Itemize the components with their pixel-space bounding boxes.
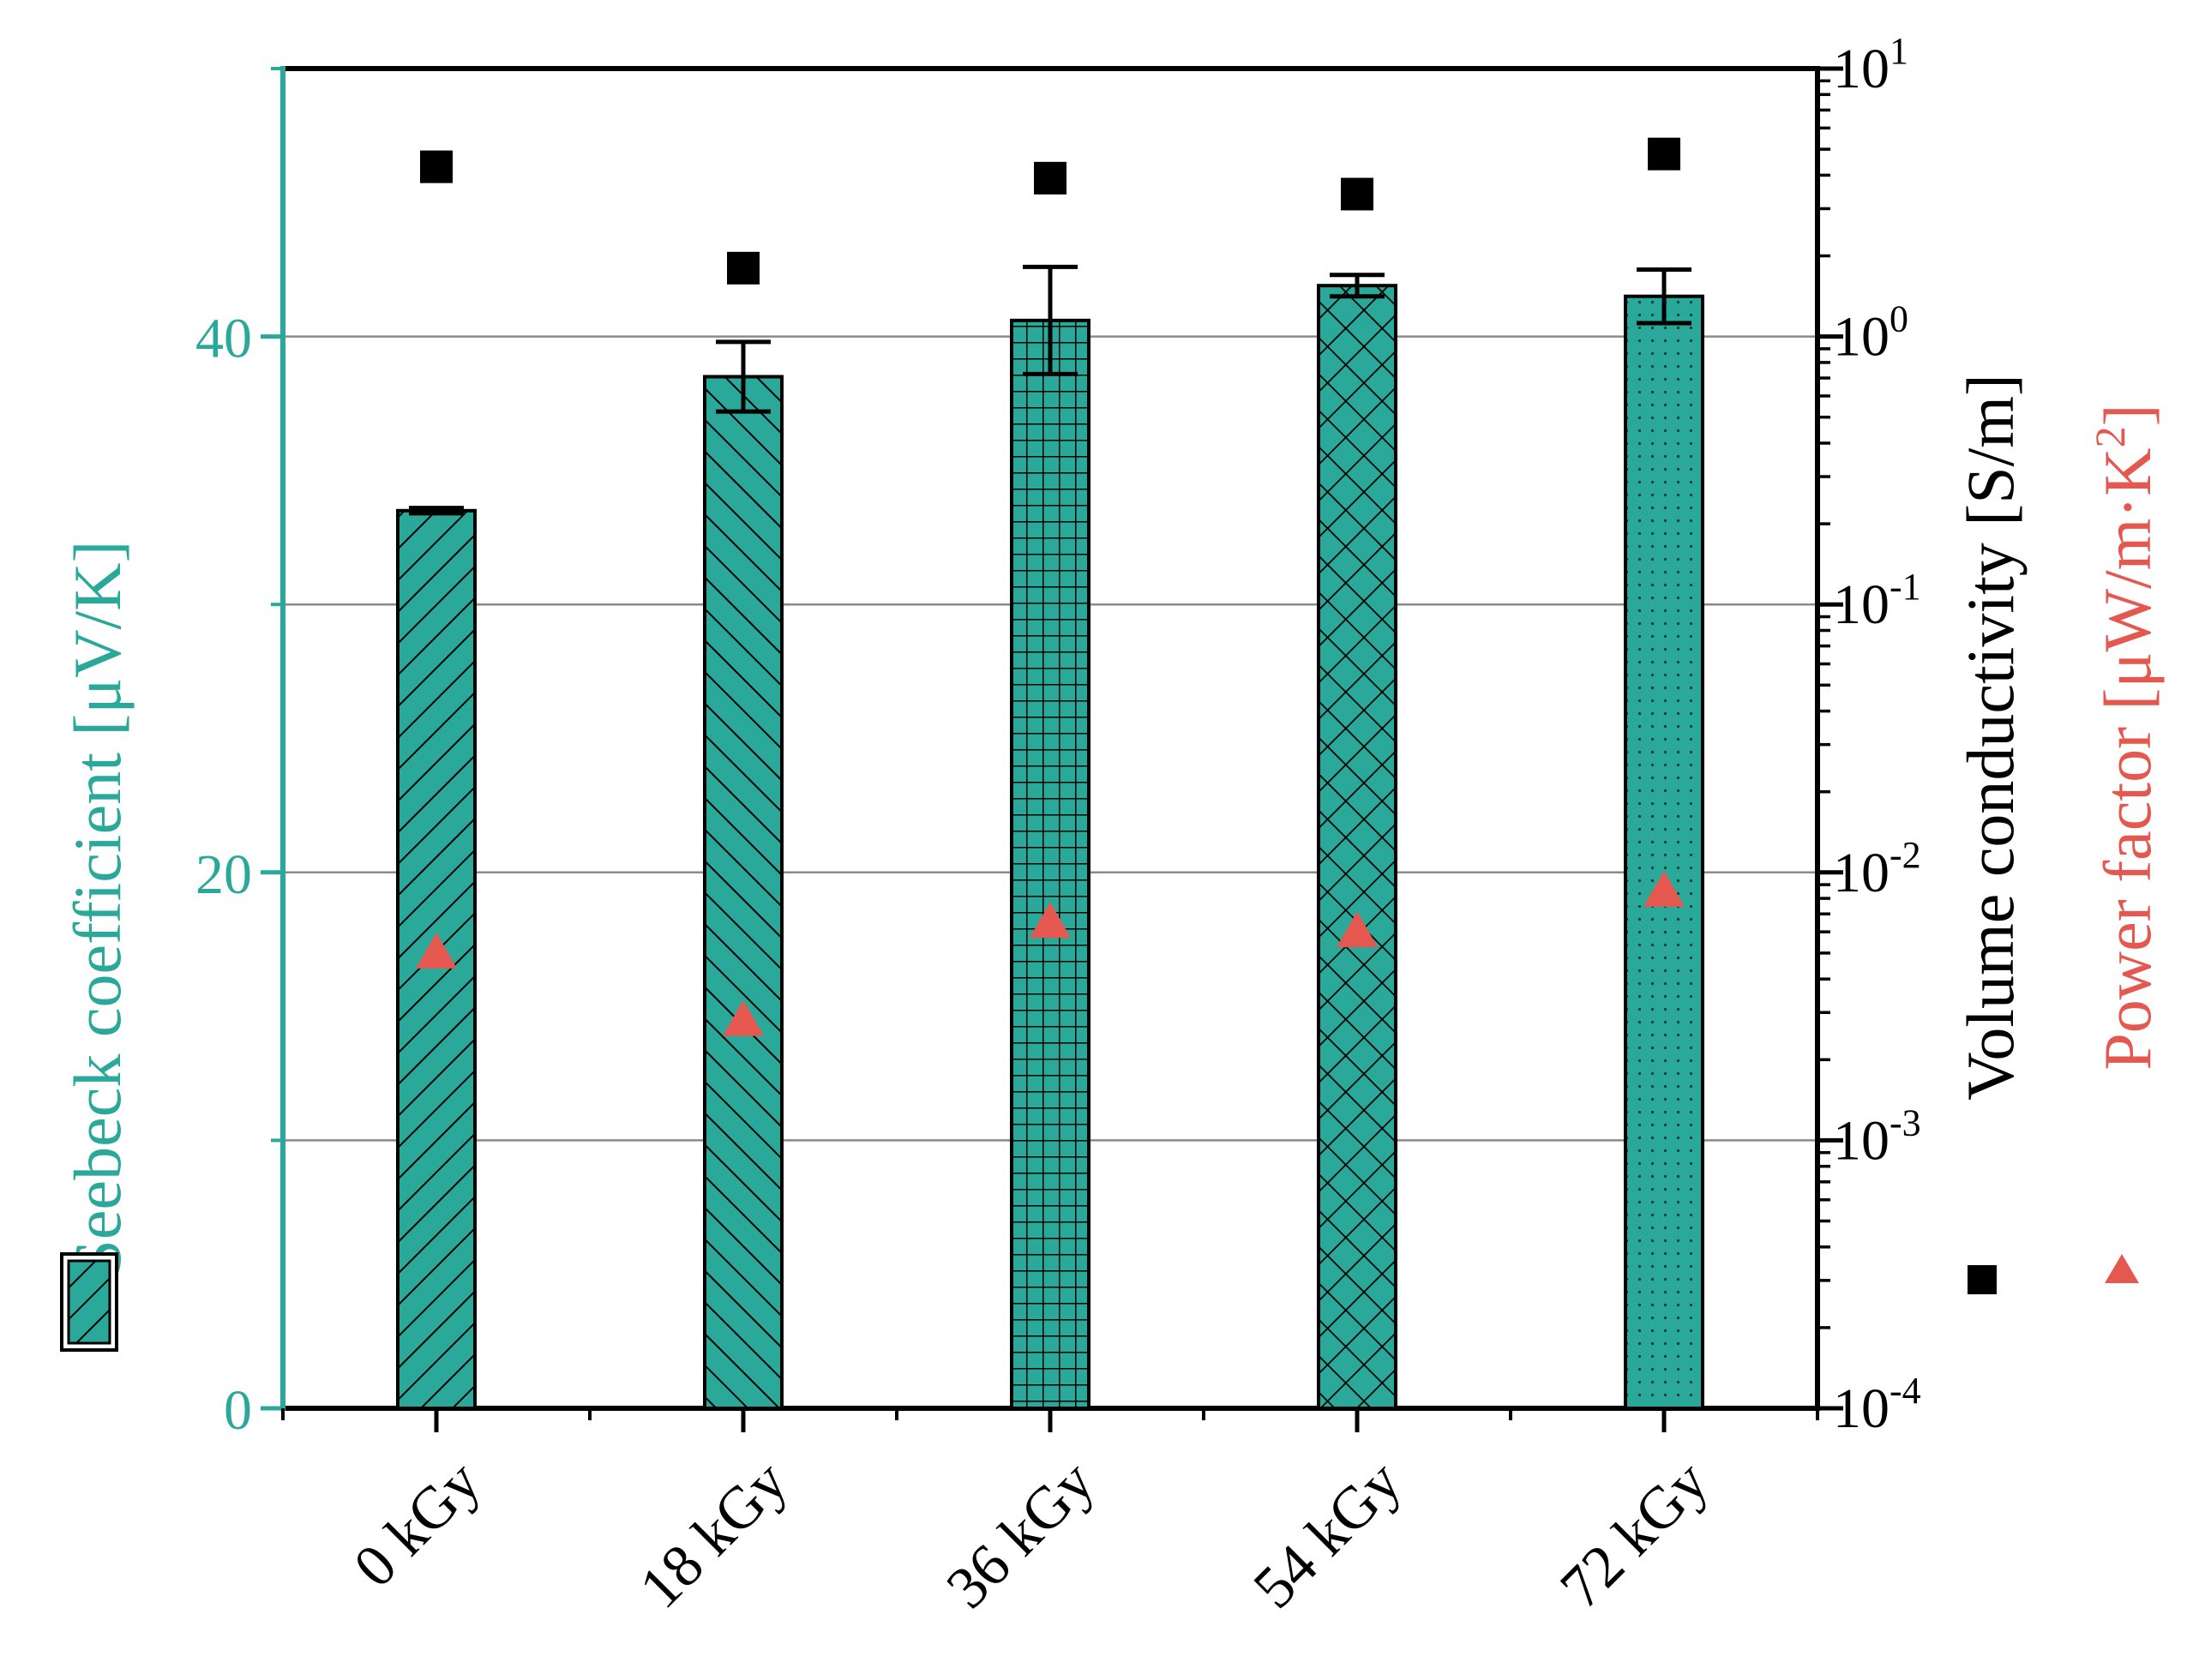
power-factor-marker: [1643, 870, 1685, 907]
conductivity-marker: [1341, 177, 1373, 211]
right-axis-title-conductivity: Volume conductivity [S/m]: [1953, 374, 2028, 1101]
right-axis-ticks: 10-4 10-3 10-2 10-1 100 101: [1817, 30, 1921, 1440]
conductivity-marker: [420, 150, 453, 183]
left-tick-label: 0: [224, 1379, 252, 1442]
bars: [396, 284, 1704, 1411]
power-factor-marker: [723, 999, 764, 1036]
markers: [416, 137, 1685, 1036]
left-axis-title-group: Seebeck coefficient [μV/K]: [60, 541, 135, 1277]
power-factor-marker: [416, 932, 457, 969]
right-axis-title-power-factor: Power factor [μW/m·K2]: [2086, 404, 2165, 1070]
conductivity-marker: [1648, 137, 1680, 171]
right-axis-title-group: Volume conductivity [S/m]: [1953, 374, 2028, 1101]
right-axis-title-group-2: Power factor [μW/m·K2]: [2086, 404, 2165, 1070]
power-factor-label-sup: 2: [2086, 426, 2134, 447]
right-tick-label: 10-2: [1833, 834, 1921, 904]
x-axis-ticks: 0 kGy 18 kGy 36 kGy 54 kGy 72 kGy: [281, 1408, 1819, 1622]
right-tick-label: 10-1: [1833, 566, 1921, 636]
conductivity-marker: [1034, 161, 1066, 195]
power-factor-marker: [1337, 911, 1378, 948]
legend-power-factor-triangle: [2105, 1254, 2139, 1283]
power-factor-label-end: ]: [2090, 404, 2165, 426]
right-tick-label: 10-3: [1833, 1101, 1921, 1172]
error-bar: [409, 506, 464, 516]
x-tick-label: 72 kGy: [1548, 1449, 1721, 1622]
error-bar: [1637, 267, 1691, 326]
error-bar: [1023, 264, 1078, 376]
right-tick-label: 101: [1833, 30, 1908, 100]
left-tick-label: 20: [195, 843, 252, 906]
error-bars: [409, 264, 1691, 516]
bar-18-kgy: [703, 375, 784, 1410]
left-tick-label: 40: [195, 308, 252, 370]
bar-72-kgy: [1624, 294, 1704, 1411]
x-tick-label: 54 kGy: [1241, 1449, 1415, 1622]
x-tick-label: 36 kGy: [934, 1449, 1108, 1622]
legend-conductivity-square: [1968, 1265, 1997, 1294]
left-axis-title: Seebeck coefficient [μV/K]: [60, 541, 135, 1277]
error-bar: [1330, 273, 1385, 299]
conductivity-marker: [727, 251, 760, 285]
right-tick-label: 100: [1833, 298, 1908, 369]
bar-36-kgy: [1010, 318, 1090, 1410]
power-factor-label-main: Power factor [μW/m·K: [2090, 447, 2165, 1070]
x-tick-label: 0 kGy: [341, 1449, 493, 1600]
x-tick-label: 18 kGy: [628, 1449, 801, 1622]
legend-seebeck-swatch: [60, 1252, 118, 1352]
error-bar: [716, 339, 771, 414]
bar-54-kgy: [1317, 284, 1397, 1410]
power-factor-marker: [1030, 902, 1071, 939]
left-axis-ticks: 0 20 40: [195, 67, 283, 1442]
right-tick-label: 10-4: [1833, 1370, 1921, 1440]
